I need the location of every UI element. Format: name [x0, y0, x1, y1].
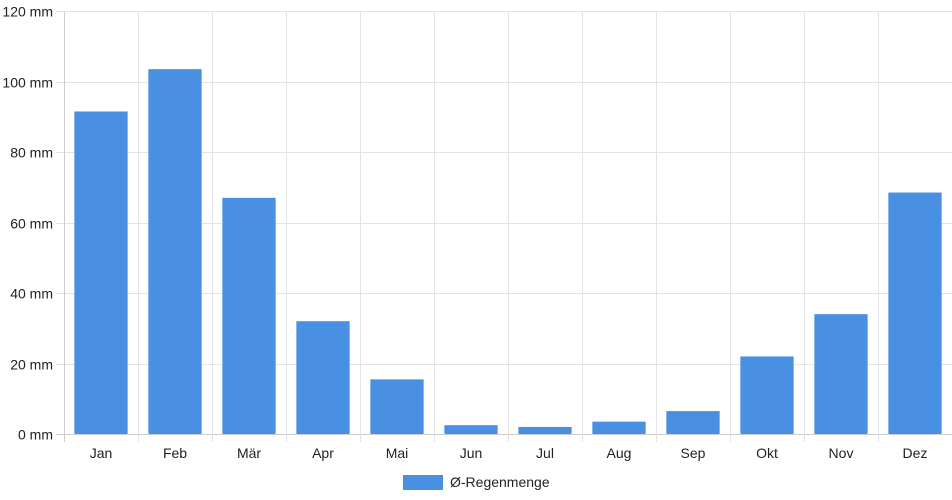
bar-dez[interactable] — [888, 192, 942, 434]
x-tick-label: Mai — [386, 445, 409, 461]
x-tick-label: Apr — [312, 445, 334, 461]
x-tick-label: Jul — [536, 445, 554, 461]
x-tick-label: Sep — [681, 445, 706, 461]
bar-apr[interactable] — [296, 321, 350, 434]
y-tick-label: 100 mm — [2, 75, 53, 91]
bar-aug[interactable] — [592, 421, 646, 434]
bar-nov[interactable] — [814, 314, 868, 434]
x-tick-label: Jan — [90, 445, 113, 461]
x-tick-label: Mär — [237, 445, 261, 461]
y-tick-label: 40 mm — [10, 286, 53, 302]
bar-jan[interactable] — [74, 111, 128, 435]
bar-jun[interactable] — [444, 425, 498, 434]
x-tick-label: Aug — [607, 445, 632, 461]
y-axis-labels: 0 mm 20 mm 40 mm 60 mm 80 mm 100 mm 120 mm — [2, 4, 53, 443]
x-tick-label: Dez — [903, 445, 928, 461]
legend-swatch[interactable] — [403, 475, 443, 490]
legend-label[interactable]: Ø-Regenmenge — [450, 474, 550, 490]
y-tick-label: 80 mm — [10, 145, 53, 161]
y-tick-label: 120 mm — [2, 4, 53, 20]
bar-feb[interactable] — [148, 69, 202, 434]
x-tick-label: Feb — [163, 445, 187, 461]
x-tick-label: Nov — [829, 445, 854, 461]
x-tick-label: Okt — [756, 445, 778, 461]
x-tick-label: Jun — [460, 445, 483, 461]
bar-sep[interactable] — [666, 411, 720, 434]
bar-mai[interactable] — [370, 379, 424, 434]
grid — [56, 11, 952, 442]
bars — [74, 69, 942, 435]
bar-okt[interactable] — [740, 356, 794, 434]
y-tick-label: 20 mm — [10, 357, 53, 373]
bar-jul[interactable] — [518, 426, 572, 434]
y-tick-label: 60 mm — [10, 216, 53, 232]
legend[interactable]: Ø-Regenmenge — [403, 474, 550, 490]
y-tick-label: 0 mm — [18, 427, 53, 443]
bar-mär[interactable] — [222, 197, 276, 434]
x-axis-labels: Jan Feb Mär Apr Mai Jun Jul Aug Sep Okt Nov Dez — [90, 445, 928, 461]
